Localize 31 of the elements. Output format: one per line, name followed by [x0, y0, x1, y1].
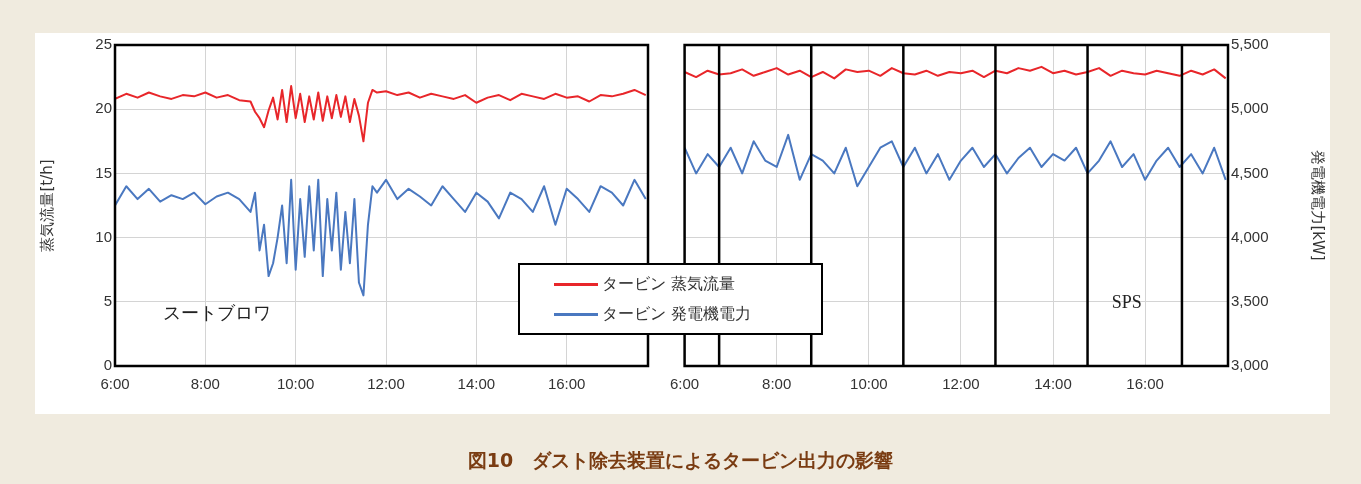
x-tick-label: 10:00	[850, 375, 888, 393]
x-tick-label: 12:00	[942, 375, 980, 393]
x-tick-label: 12:00	[367, 375, 405, 393]
x-tick-label: 14:00	[1034, 375, 1072, 393]
y2-tick-label: 3,500	[1231, 291, 1269, 309]
y2-tick-label: 4,000	[1231, 227, 1269, 245]
y-axis-title: 蒸気流量[t/h]	[37, 159, 56, 252]
y2-axis-title: 発電機電力[kW]	[1309, 150, 1328, 261]
y-tick-label: 5	[103, 291, 112, 309]
x-tick-label: 8:00	[762, 375, 792, 393]
x-tick-label: 6:00	[100, 375, 130, 393]
y2-tick-label: 5,000	[1231, 99, 1269, 117]
annotation: スートブロワ	[163, 302, 271, 323]
legend-label: タービン 発電機電力	[602, 303, 752, 325]
x-tick-label: 16:00	[1126, 375, 1164, 393]
y-tick-label: 15	[95, 163, 112, 181]
annotation: SPS	[1111, 291, 1142, 312]
y-tick-label: 20	[95, 99, 112, 117]
legend-label: タービン 蒸気流量	[602, 273, 736, 295]
y-tick-label: 25	[95, 35, 112, 53]
y-tick-label: 10	[95, 227, 112, 245]
y2-tick-label: 3,000	[1231, 356, 1269, 374]
y2-tick-label: 4,500	[1231, 163, 1269, 181]
x-tick-label: 14:00	[457, 375, 496, 393]
text: 図10 ダスト除去装置によるタービン出力の影響	[466, 448, 895, 473]
x-tick-label: 10:00	[276, 375, 315, 393]
y-tick-label: 0	[103, 356, 112, 374]
y2-tick-label: 5,500	[1231, 35, 1269, 53]
x-tick-label: 6:00	[670, 375, 700, 393]
x-tick-label: 8:00	[190, 375, 220, 393]
x-tick-label: 16:00	[547, 375, 586, 393]
